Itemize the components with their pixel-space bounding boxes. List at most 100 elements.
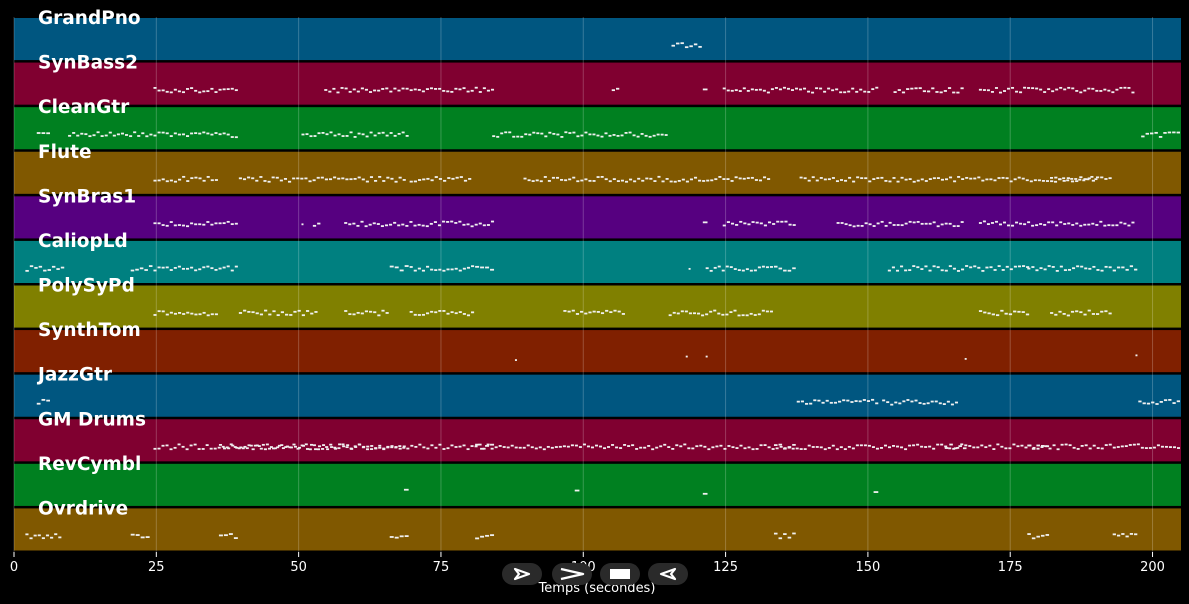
fast-forward-button[interactable] bbox=[552, 563, 592, 585]
note-segment bbox=[799, 175, 1098, 183]
note-segment bbox=[68, 131, 238, 139]
track-lane bbox=[14, 196, 1181, 239]
note-segment bbox=[130, 265, 153, 272]
note-segment bbox=[492, 131, 668, 138]
note-segment bbox=[324, 86, 495, 94]
note-segment bbox=[409, 176, 472, 183]
note-segment bbox=[1138, 398, 1180, 405]
note-segment bbox=[1027, 533, 1050, 540]
note-segment bbox=[722, 220, 796, 227]
note-segment bbox=[153, 265, 238, 272]
note-segment bbox=[773, 532, 796, 540]
note-segment bbox=[389, 265, 409, 272]
track-label: SynthTom bbox=[38, 320, 141, 341]
track-label: SynBass2 bbox=[38, 53, 138, 74]
rewind-icon bbox=[659, 567, 677, 581]
track-lane bbox=[14, 62, 1181, 105]
note-segment bbox=[702, 492, 708, 495]
note-segment bbox=[1050, 309, 1112, 317]
note-segment bbox=[668, 309, 773, 317]
note-segment bbox=[153, 87, 238, 94]
track-label: GrandPno bbox=[38, 8, 141, 29]
note-segment bbox=[964, 357, 967, 360]
stop-icon bbox=[610, 569, 630, 579]
note-segment bbox=[312, 222, 321, 227]
play-button[interactable] bbox=[502, 563, 542, 585]
note-segment bbox=[978, 86, 1135, 94]
note-segment bbox=[36, 132, 51, 135]
track-lane bbox=[14, 285, 1181, 328]
x-tick-label: 150 bbox=[855, 560, 880, 575]
track-lane bbox=[14, 419, 1181, 462]
track-lane bbox=[14, 374, 1181, 417]
note-segment bbox=[25, 265, 65, 272]
track-lane bbox=[14, 463, 1181, 506]
playback-controls bbox=[502, 563, 692, 587]
track-label: Flute bbox=[38, 142, 92, 163]
x-tick-label: 0 bbox=[10, 560, 18, 575]
track-label: PolySyPd bbox=[38, 276, 135, 297]
stop-button[interactable] bbox=[600, 563, 640, 585]
note-segment bbox=[1027, 444, 1050, 450]
note-segment bbox=[301, 131, 409, 138]
note-segment bbox=[887, 265, 1030, 272]
note-segment bbox=[836, 220, 964, 228]
note-segment bbox=[688, 267, 691, 270]
track-label: JazzGtr bbox=[36, 365, 113, 386]
note-segment bbox=[796, 398, 879, 405]
x-tick-label: 75 bbox=[433, 560, 450, 575]
track-lanes bbox=[14, 18, 1181, 551]
note-segment bbox=[344, 309, 389, 317]
note-segment bbox=[409, 265, 475, 272]
note-segment bbox=[475, 265, 495, 271]
note-segment bbox=[1027, 265, 1112, 272]
note-segment bbox=[705, 265, 773, 272]
note-segment bbox=[301, 223, 304, 226]
note-segment bbox=[238, 175, 406, 183]
note-segment bbox=[153, 220, 238, 228]
note-segment bbox=[153, 443, 1180, 451]
note-segment bbox=[475, 443, 495, 450]
note-segment bbox=[873, 491, 879, 493]
track-label: Ovrdrive bbox=[38, 498, 128, 519]
note-segment bbox=[702, 221, 708, 224]
note-segment bbox=[514, 359, 517, 361]
x-tick-label: 25 bbox=[148, 560, 165, 575]
note-segment bbox=[153, 175, 218, 183]
track-labels: GrandPno SynBass2 CleanGtr Flute SynBras1 Cal… bbox=[36, 8, 146, 519]
track-lane bbox=[14, 107, 1181, 150]
track-lane bbox=[14, 330, 1181, 373]
note-segment bbox=[671, 42, 702, 49]
note-segment bbox=[893, 87, 964, 94]
track-label: CleanGtr bbox=[38, 97, 130, 118]
note-segment bbox=[218, 533, 238, 540]
note-segment bbox=[882, 399, 958, 406]
track-label: SynBras1 bbox=[38, 186, 136, 207]
track-lane bbox=[14, 151, 1181, 194]
play-icon bbox=[513, 567, 531, 581]
note-segment bbox=[389, 535, 409, 539]
fast-forward-icon bbox=[560, 567, 585, 581]
x-tick-label: 125 bbox=[713, 560, 738, 575]
note-segment bbox=[1141, 131, 1180, 138]
note-segment bbox=[1135, 354, 1138, 357]
rewind-button[interactable] bbox=[648, 563, 688, 585]
note-segment bbox=[25, 533, 62, 540]
note-segment bbox=[238, 309, 318, 317]
note-segment bbox=[36, 398, 51, 405]
note-segment bbox=[611, 87, 620, 92]
grid-lines bbox=[13, 17, 1154, 552]
track-lane bbox=[14, 18, 1181, 61]
note-segment bbox=[685, 355, 688, 358]
note-segment bbox=[130, 533, 150, 539]
x-tick-label: 175 bbox=[998, 560, 1023, 575]
note-segment bbox=[574, 489, 580, 492]
note-segment bbox=[523, 175, 771, 183]
note-segment bbox=[1112, 265, 1138, 272]
note-segment bbox=[978, 309, 1030, 317]
note-segment bbox=[1112, 533, 1138, 538]
note-segment bbox=[218, 443, 406, 451]
x-tick-label: 200 bbox=[1140, 560, 1165, 575]
note-segment bbox=[153, 310, 218, 317]
